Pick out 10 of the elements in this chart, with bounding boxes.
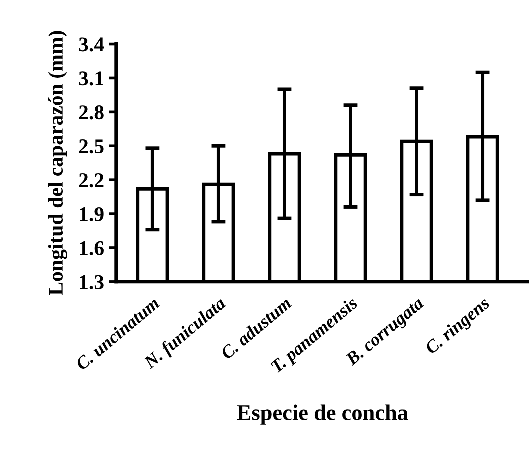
y-tick-label: 3.1 xyxy=(79,72,104,86)
y-tick-label: 2.8 xyxy=(79,106,104,120)
y-tick-label: 2.2 xyxy=(79,174,104,188)
y-axis-title: Longitud del caparazón (mm) xyxy=(48,31,68,296)
x-axis-title: Especie de concha xyxy=(237,404,408,425)
y-tick-label: 2.5 xyxy=(79,140,104,154)
y-tick-label: 3.4 xyxy=(79,38,104,52)
y-tick-label: 1.6 xyxy=(80,241,104,256)
y-tick-label: 1.3 xyxy=(80,275,104,290)
y-tick-label: 1.9 xyxy=(80,207,104,222)
